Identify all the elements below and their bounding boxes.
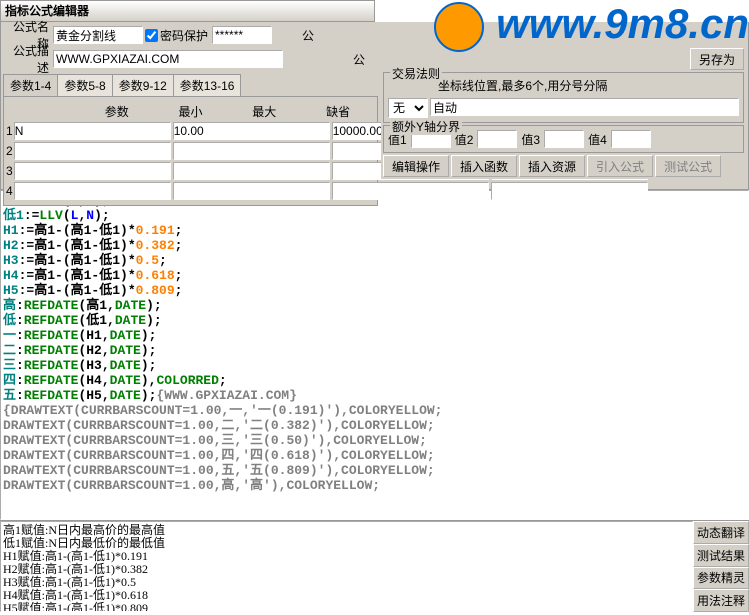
val4-input[interactable]: [611, 130, 651, 148]
param-row-index: 2: [6, 144, 13, 158]
trade-rule-select[interactable]: 无: [388, 98, 428, 118]
param-cell-input[interactable]: [14, 162, 171, 180]
param-tab-2[interactable]: 参数9-12: [112, 74, 174, 96]
right-top-panel: 另存为 交易法则 坐标线位置,最多6个,用分号分隔 无 额外Y轴分界 值1 值2…: [381, 46, 746, 179]
description-output: 高1赋值:N日内最高价的最高值 低1赋值:N日内最低价的最低值 H1赋值:高1-…: [0, 521, 693, 612]
action-button-0[interactable]: 编辑操作: [383, 155, 449, 177]
pub-label-1: 公: [302, 27, 314, 44]
param-grid: 参数最小最大缺省 1 2 3 4: [3, 96, 378, 206]
param-cell-input[interactable]: [173, 162, 330, 180]
param-cell-input[interactable]: [332, 182, 489, 200]
val4-label: 值4: [588, 131, 607, 148]
window-title-bar: 指标公式编辑器: [0, 0, 375, 22]
trade-rule-group: 交易法则 坐标线位置,最多6个,用分号分隔 无: [383, 72, 744, 123]
extra-y-title: 额外Y轴分界: [390, 118, 462, 135]
pwd-protect-checkbox[interactable]: [145, 29, 158, 42]
auto-input[interactable]: [430, 98, 739, 116]
formula-name-input[interactable]: [53, 26, 143, 44]
param-cell-input[interactable]: [173, 142, 330, 160]
side-button-0[interactable]: 动态翻译: [693, 521, 749, 544]
param-row-index: 3: [6, 164, 13, 178]
side-button-3[interactable]: 用法注释: [693, 589, 749, 612]
desc-label: 公式描述: [3, 42, 53, 76]
side-button-2[interactable]: 参数精灵: [693, 567, 749, 590]
extra-y-group: 额外Y轴分界 值1 值2 值3 值4: [383, 125, 744, 153]
side-button-1[interactable]: 测试结果: [693, 544, 749, 567]
param-tab-0[interactable]: 参数1-4: [3, 74, 58, 96]
coord-hint: 坐标线位置,最多6个,用分号分隔: [438, 79, 607, 93]
param-row: 1: [6, 121, 375, 141]
param-cell-input[interactable]: [14, 122, 171, 140]
action-button-3[interactable]: 引入公式: [587, 155, 653, 177]
formula-desc-input[interactable]: [53, 50, 283, 68]
pub-label-2: 公: [353, 51, 365, 68]
param-cell-input[interactable]: [14, 142, 171, 160]
val3-input[interactable]: [544, 130, 584, 148]
param-row: 3: [6, 161, 375, 181]
param-cell-input[interactable]: [491, 182, 648, 200]
val3-label: 值3: [521, 131, 540, 148]
action-button-2[interactable]: 插入资源: [519, 155, 585, 177]
pwd-input[interactable]: [212, 26, 272, 44]
watermark-overlay: www.9m8.cn: [434, 0, 749, 52]
param-row: 2: [6, 141, 375, 161]
param-cell-input[interactable]: [173, 182, 330, 200]
param-row: 4: [6, 181, 375, 201]
param-header: 最小: [154, 103, 228, 120]
action-button-4[interactable]: 测试公式: [655, 155, 721, 177]
pwd-label: 密码保护: [160, 27, 208, 44]
action-button-1[interactable]: 插入函数: [451, 155, 517, 177]
formula-code-editor[interactable]: 高1:=HHV(H,N);低1:=LLV(L,N);H1:=高1-(高1-低1)…: [0, 190, 749, 520]
param-row-index: 1: [6, 124, 13, 138]
window-title: 指标公式编辑器: [5, 4, 89, 18]
param-row-index: 4: [6, 184, 13, 198]
param-header: 最大: [227, 103, 301, 120]
param-tab-3[interactable]: 参数13-16: [173, 74, 242, 96]
param-header: 缺省: [301, 103, 375, 120]
trade-rule-title: 交易法则: [390, 65, 442, 82]
param-cell-input[interactable]: [173, 122, 330, 140]
param-tab-1[interactable]: 参数5-8: [57, 74, 112, 96]
param-cell-input[interactable]: [14, 182, 171, 200]
param-header: 参数: [80, 103, 154, 120]
val2-input[interactable]: [477, 130, 517, 148]
